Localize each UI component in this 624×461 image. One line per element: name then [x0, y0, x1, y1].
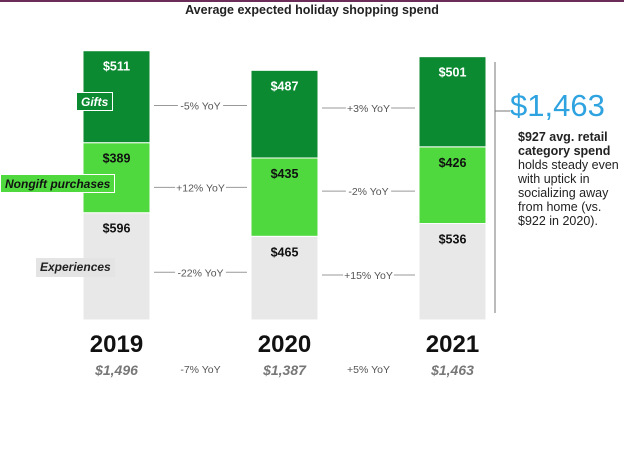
yoy-label-nongift-0: +12% YoY	[176, 182, 225, 194]
top-accent-line	[0, 0, 624, 2]
data-label-gifts-2019: $511	[103, 60, 130, 74]
bar-nongift-2021	[418, 146, 487, 225]
yoy-label-total-0: -7% YoY	[180, 364, 220, 376]
bar-gifts-2020	[250, 69, 319, 159]
bar-experiences-2021	[418, 223, 487, 321]
year-label-2021: 2021	[426, 331, 479, 358]
legend-experiences: Experiences	[36, 258, 115, 277]
legend-gifts: Gifts	[76, 92, 114, 111]
yoy-bg-experiences-1	[343, 267, 394, 282]
yoy-bg-gifts-0	[177, 98, 224, 113]
chart-title: Average expected holiday shopping spend	[185, 3, 439, 17]
yoy-label-nongift-1: -2% YoY	[348, 186, 388, 198]
year-label-2020: 2020	[258, 331, 311, 358]
data-label-nongift-2020: $435	[271, 167, 299, 181]
data-label-gifts-2020: $487	[271, 79, 299, 93]
yoy-bg-nongift-0	[175, 180, 226, 195]
callout-total: $1,463	[510, 88, 605, 123]
data-label-experiences-2019: $596	[103, 222, 131, 236]
data-label-experiences-2021: $536	[439, 233, 467, 247]
yoy-bg-nongift-1	[345, 184, 392, 199]
data-label-gifts-2021: $501	[439, 66, 467, 80]
yoy-label-gifts-0: -5% YoY	[180, 100, 220, 112]
year-label-2019: 2019	[90, 331, 143, 358]
yoy-bg-experiences-0	[175, 265, 226, 280]
yoy-label-experiences-1: +15% YoY	[344, 270, 393, 282]
yoy-label-gifts-1: +3% YoY	[347, 103, 390, 115]
yoy-label-experiences-0: -22% YoY	[177, 267, 223, 279]
callout-note-bold: $927 avg. retail category spend	[518, 130, 611, 158]
legend-nongift-purchases: Nongift purchases	[0, 174, 116, 193]
bar-nongift-2020	[250, 157, 319, 237]
total-label-2021: $1,463	[430, 362, 474, 378]
data-label-nongift-2019: $389	[103, 152, 131, 166]
yoy-bg-gifts-1	[345, 100, 392, 115]
total-label-2020: $1,387	[262, 362, 307, 378]
total-label-2019: $1,496	[94, 362, 138, 378]
data-label-nongift-2021: $426	[439, 156, 467, 170]
bar-experiences-2020	[250, 235, 319, 321]
callout-note-text: holds steady even with uptick in sociali…	[518, 158, 619, 228]
callout-note: $927 avg. retail category spend holds st…	[518, 130, 624, 228]
yoy-label-total-1: +5% YoY	[347, 364, 390, 376]
bar-gifts-2021	[418, 56, 487, 148]
data-label-experiences-2020: $465	[271, 245, 299, 259]
